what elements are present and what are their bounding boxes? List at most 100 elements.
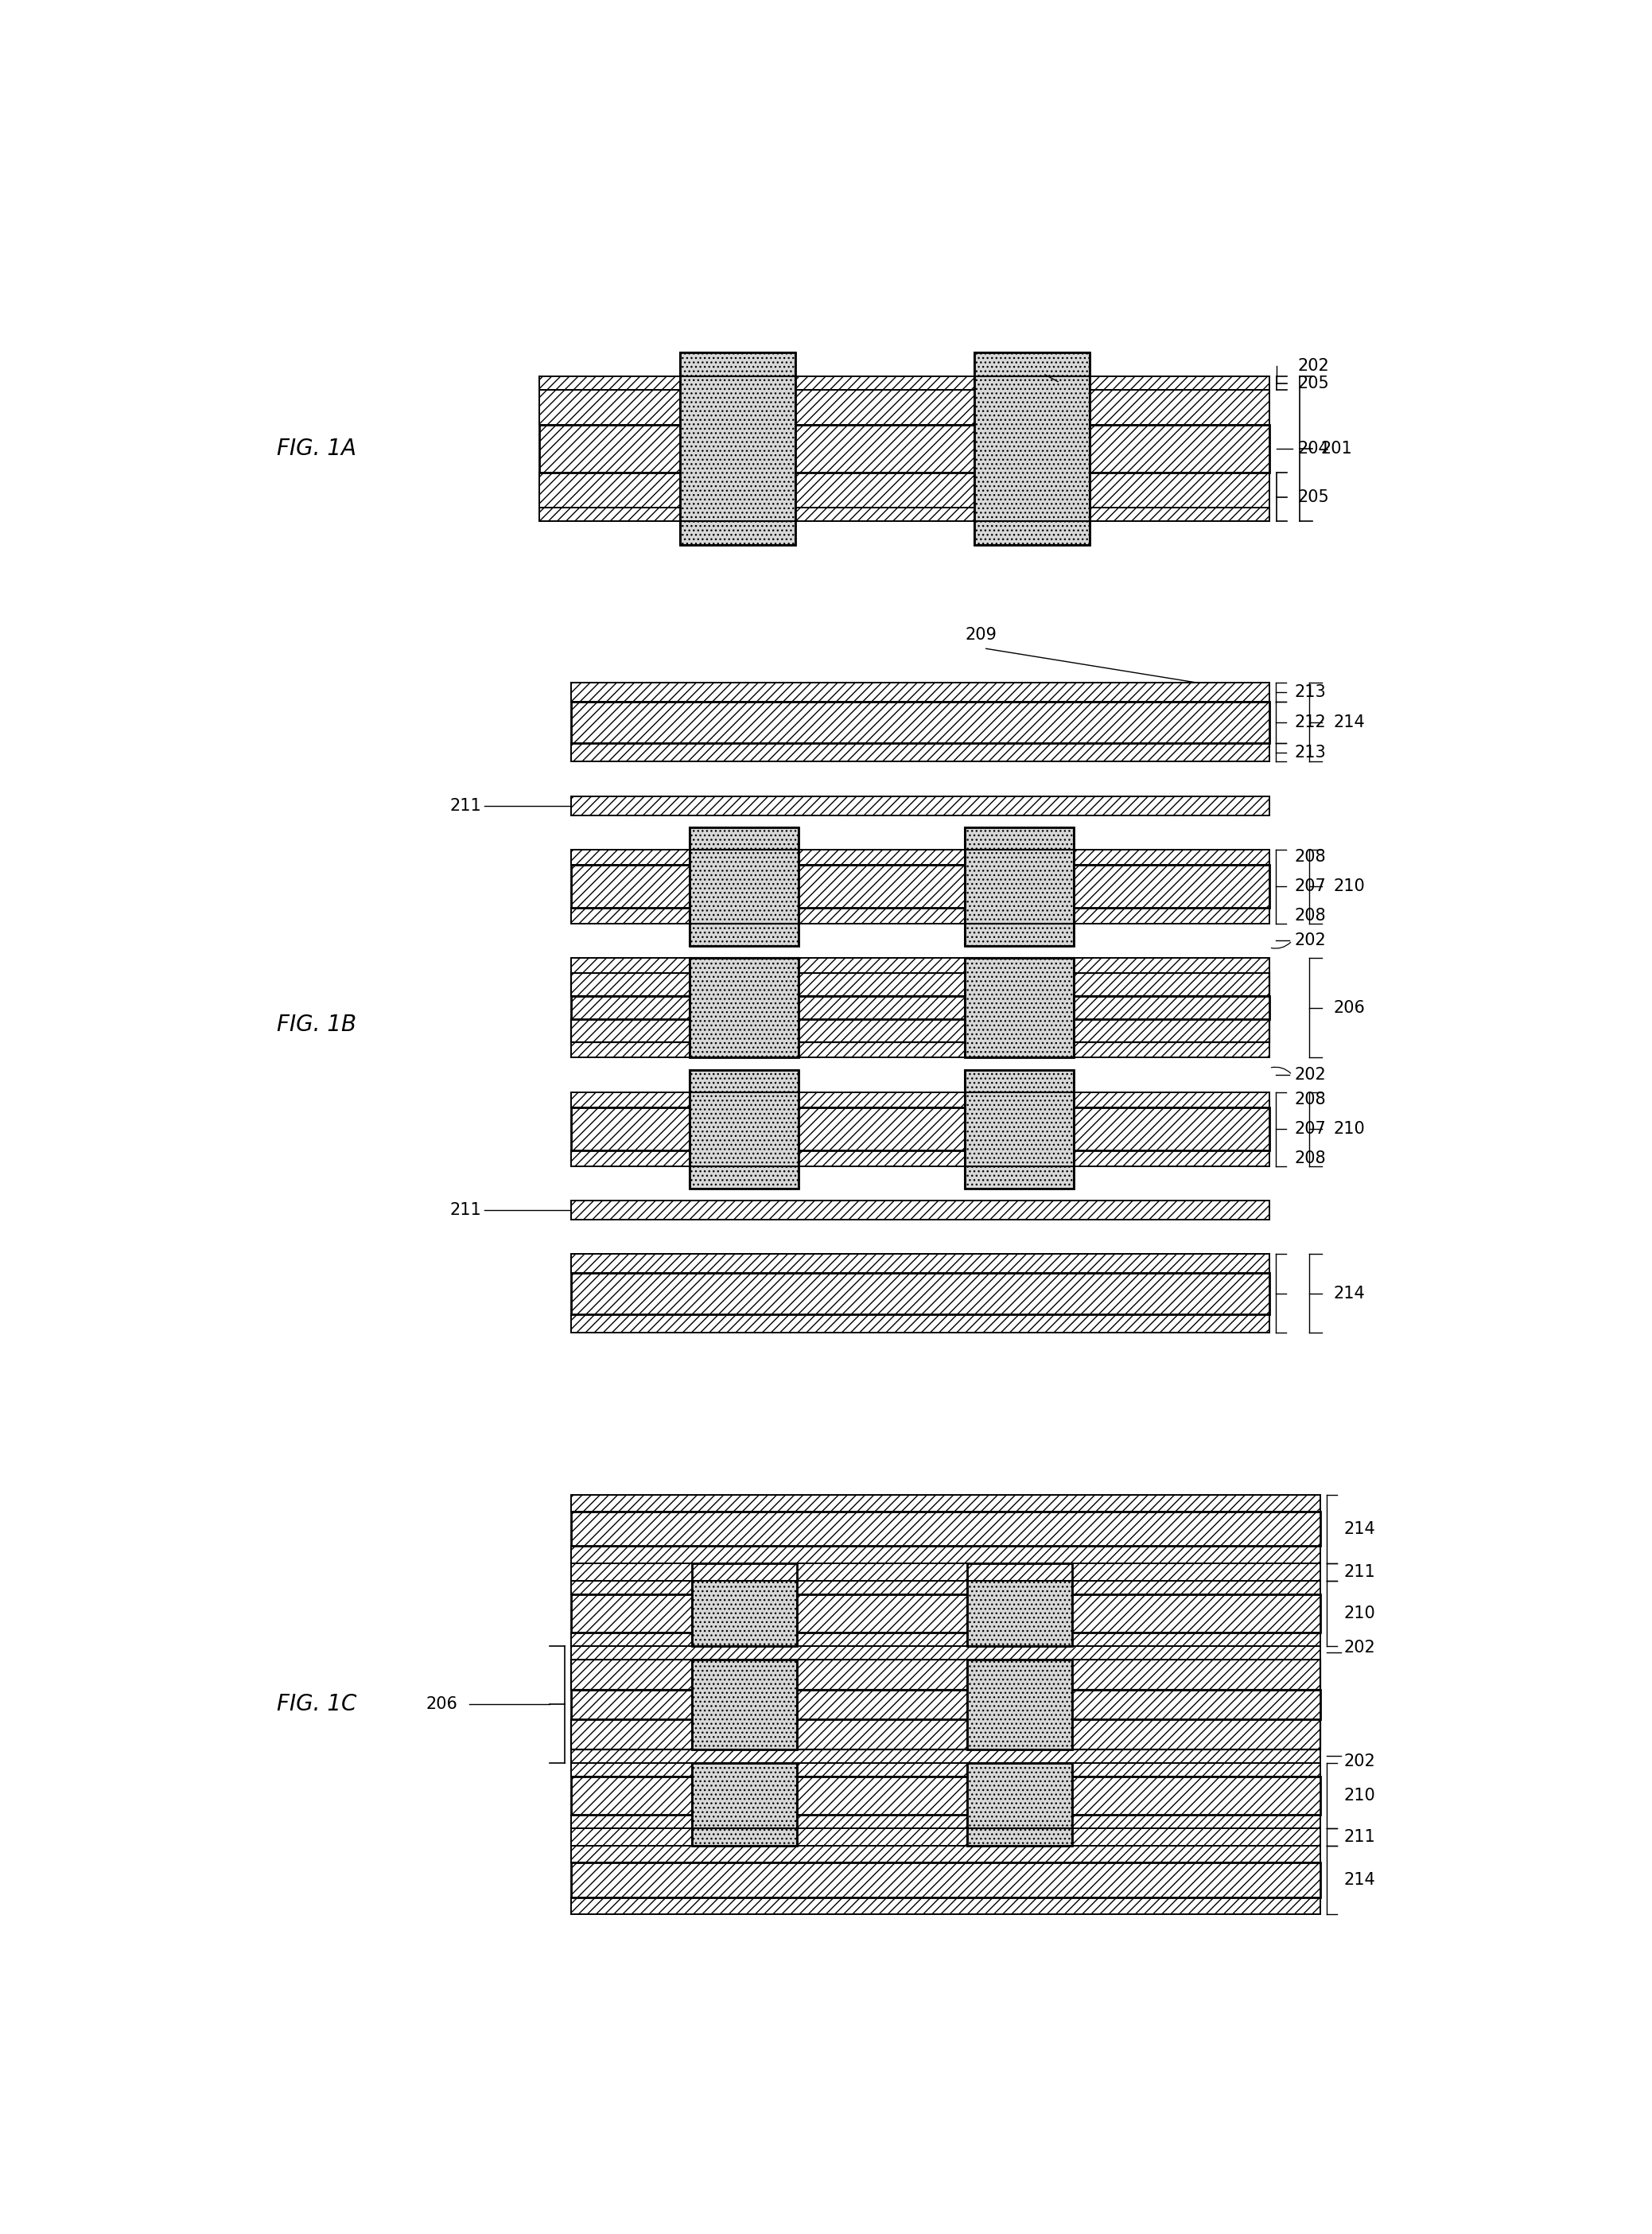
Bar bbox=[572, 1720, 1320, 1749]
Bar bbox=[965, 958, 1074, 1057]
Bar bbox=[572, 1897, 1320, 1915]
Bar bbox=[681, 353, 795, 545]
Bar bbox=[681, 353, 795, 545]
Bar bbox=[572, 1253, 1269, 1273]
Bar bbox=[692, 1564, 796, 1646]
Text: 206: 206 bbox=[426, 1696, 458, 1713]
Bar bbox=[966, 1660, 1072, 1749]
Text: 202: 202 bbox=[1297, 357, 1328, 373]
Bar bbox=[692, 1660, 796, 1749]
Bar bbox=[965, 958, 1074, 1057]
Text: 211: 211 bbox=[1343, 1564, 1374, 1579]
Bar bbox=[572, 795, 1269, 815]
Text: 209: 209 bbox=[965, 626, 996, 643]
Bar bbox=[572, 1151, 1269, 1166]
Bar bbox=[539, 474, 1269, 507]
Text: 211: 211 bbox=[449, 1202, 482, 1218]
Text: FIG. 1A: FIG. 1A bbox=[278, 438, 357, 460]
Bar bbox=[572, 1582, 1320, 1595]
Bar bbox=[572, 1689, 1320, 1720]
Bar bbox=[572, 865, 1269, 907]
Bar bbox=[572, 1595, 1320, 1633]
Bar bbox=[572, 849, 1269, 865]
Text: 210: 210 bbox=[1333, 1121, 1365, 1137]
Bar bbox=[572, 1749, 1320, 1763]
Bar bbox=[965, 1070, 1074, 1188]
Text: 210: 210 bbox=[1343, 1606, 1374, 1622]
Text: 211: 211 bbox=[449, 798, 482, 813]
Text: 214: 214 bbox=[1333, 1285, 1365, 1300]
Bar bbox=[965, 827, 1074, 945]
Bar bbox=[966, 1564, 1072, 1646]
Bar bbox=[965, 1092, 1074, 1166]
Bar bbox=[572, 1814, 1320, 1827]
Bar bbox=[692, 1564, 796, 1646]
Bar bbox=[572, 1108, 1269, 1151]
Bar bbox=[966, 1763, 1072, 1845]
Bar bbox=[572, 1827, 1320, 1845]
Bar bbox=[572, 1763, 1320, 1776]
Bar bbox=[539, 378, 1269, 391]
Bar bbox=[572, 974, 1269, 996]
Text: 213: 213 bbox=[1295, 684, 1327, 699]
Text: 212: 212 bbox=[1295, 715, 1327, 731]
Bar bbox=[572, 1646, 1320, 1660]
Bar bbox=[572, 996, 1269, 1019]
Bar bbox=[692, 1763, 796, 1845]
Text: 210: 210 bbox=[1343, 1787, 1374, 1803]
Bar bbox=[572, 701, 1269, 744]
Bar bbox=[965, 1070, 1074, 1188]
Bar bbox=[572, 1314, 1269, 1334]
Text: 213: 213 bbox=[1295, 744, 1327, 760]
Text: 207: 207 bbox=[1295, 878, 1327, 894]
Bar bbox=[692, 1660, 796, 1749]
Bar bbox=[572, 1863, 1320, 1897]
Text: 208: 208 bbox=[1295, 907, 1327, 923]
Text: 202: 202 bbox=[1295, 1068, 1327, 1083]
Bar bbox=[692, 1582, 796, 1646]
Bar bbox=[572, 684, 1269, 701]
Bar bbox=[572, 1273, 1269, 1314]
Bar bbox=[572, 1564, 1320, 1582]
Bar bbox=[965, 849, 1074, 923]
Text: 206: 206 bbox=[1333, 1001, 1365, 1016]
Text: 202: 202 bbox=[1295, 934, 1327, 949]
Bar bbox=[975, 353, 1090, 545]
Bar bbox=[691, 958, 798, 1057]
Bar bbox=[572, 1019, 1269, 1041]
Text: 210: 210 bbox=[1333, 878, 1365, 894]
Bar bbox=[691, 958, 798, 1057]
Bar bbox=[692, 1660, 796, 1749]
Text: FIG. 1B: FIG. 1B bbox=[278, 1014, 357, 1037]
Bar bbox=[539, 507, 1269, 521]
Text: 204: 204 bbox=[1297, 440, 1328, 456]
Text: 202: 202 bbox=[1343, 1754, 1374, 1769]
Bar bbox=[691, 1070, 798, 1188]
Bar bbox=[966, 1660, 1072, 1749]
Bar bbox=[692, 1763, 796, 1845]
Bar bbox=[572, 1200, 1269, 1220]
Bar bbox=[965, 827, 1074, 945]
Text: 201: 201 bbox=[1320, 440, 1351, 456]
Bar bbox=[572, 1041, 1269, 1057]
Text: 208: 208 bbox=[1295, 849, 1327, 865]
Text: 214: 214 bbox=[1333, 715, 1365, 731]
Text: 214: 214 bbox=[1343, 1872, 1374, 1888]
Bar bbox=[572, 1776, 1320, 1814]
Text: 205: 205 bbox=[1297, 489, 1328, 505]
Bar bbox=[966, 1763, 1072, 1845]
Text: 203: 203 bbox=[1042, 364, 1074, 380]
Bar bbox=[691, 827, 798, 945]
Bar bbox=[539, 391, 1269, 424]
Text: 206: 206 bbox=[763, 366, 795, 382]
Bar bbox=[691, 1070, 798, 1188]
Text: 208: 208 bbox=[1295, 1151, 1327, 1166]
Bar bbox=[572, 1092, 1269, 1108]
Bar bbox=[681, 378, 795, 521]
Bar bbox=[539, 424, 1269, 474]
Bar bbox=[691, 827, 798, 945]
Bar bbox=[692, 1763, 796, 1827]
Text: 202: 202 bbox=[1343, 1640, 1374, 1655]
Text: 214: 214 bbox=[1343, 1521, 1374, 1537]
Text: FIG. 1C: FIG. 1C bbox=[278, 1693, 357, 1716]
